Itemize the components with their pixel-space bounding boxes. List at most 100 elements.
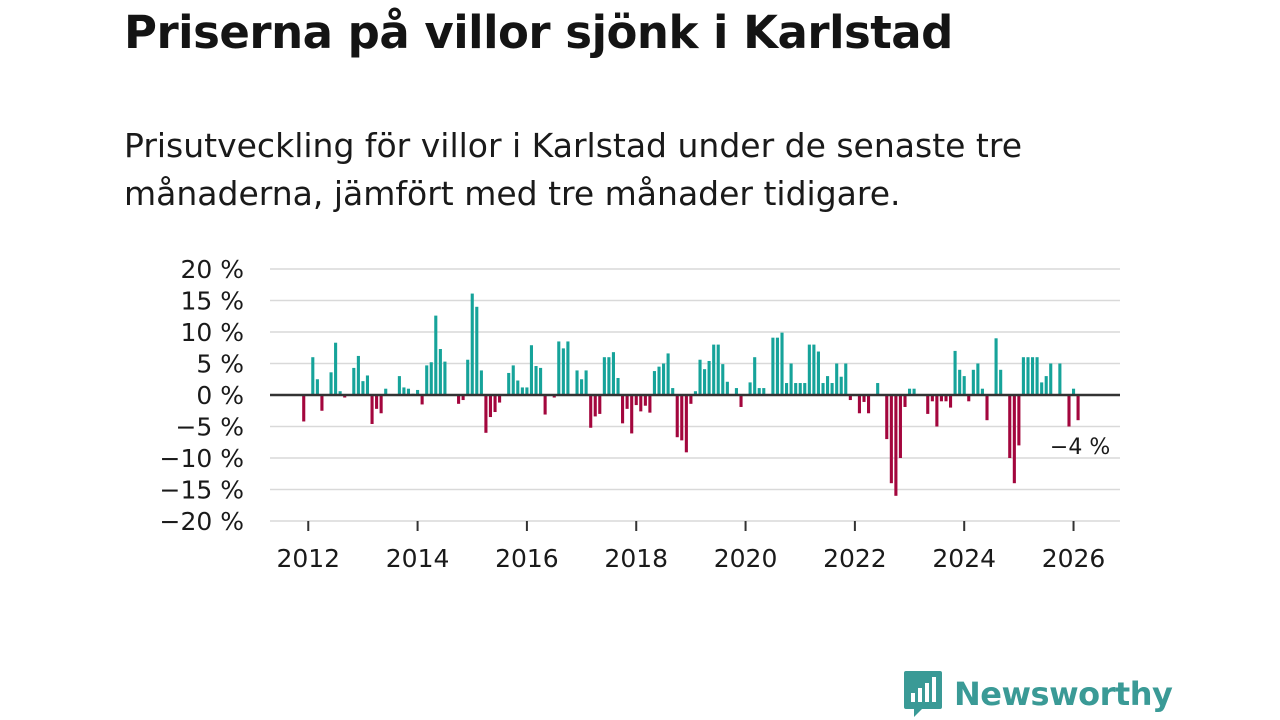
- bar: [734, 388, 738, 395]
- bar: [926, 395, 930, 414]
- bar: [703, 369, 707, 395]
- bar: [949, 395, 953, 408]
- newsworthy-logo: Newsworthy: [902, 668, 1173, 720]
- bar: [716, 344, 720, 395]
- bar: [584, 370, 588, 395]
- x-tick-label: 2022: [823, 544, 887, 573]
- bar: [470, 293, 474, 395]
- bar: [461, 395, 465, 401]
- bar: [889, 395, 893, 484]
- bar: [329, 372, 333, 395]
- y-tick-label: −20 %: [160, 507, 244, 536]
- bar: [420, 395, 424, 405]
- bar: [529, 345, 533, 395]
- bar: [775, 337, 779, 395]
- x-tick-label: 2018: [604, 544, 668, 573]
- bar: [611, 352, 615, 395]
- bar: [520, 387, 524, 395]
- bar: [698, 359, 702, 395]
- bar: [830, 383, 834, 395]
- bar: [826, 376, 830, 395]
- bar: [1076, 395, 1080, 421]
- bar: [493, 395, 497, 413]
- bar: [557, 341, 561, 395]
- bar: [384, 388, 388, 395]
- bar: [352, 367, 356, 395]
- bar: [634, 395, 638, 406]
- bar: [693, 391, 697, 395]
- bar: [816, 351, 820, 395]
- bar: [721, 364, 725, 395]
- bar: [1030, 357, 1035, 395]
- bar: [999, 369, 1003, 395]
- bar: [662, 363, 666, 395]
- bar: [361, 381, 365, 395]
- bar: [794, 383, 798, 395]
- bar: [953, 350, 957, 395]
- bar: [798, 383, 802, 395]
- bar: [639, 395, 643, 412]
- bar: [980, 388, 984, 395]
- bar: [1049, 363, 1053, 395]
- bar: [406, 388, 411, 395]
- bar: [976, 363, 980, 395]
- bar: [1035, 357, 1039, 395]
- bar: [753, 357, 757, 395]
- page-title: Priserna på villor sjönk i Karlstad: [124, 6, 953, 59]
- bar: [516, 380, 520, 395]
- bar: [425, 365, 429, 395]
- bar: [930, 395, 934, 402]
- bar: [511, 365, 515, 395]
- bar: [1071, 388, 1076, 395]
- bar: [602, 357, 606, 395]
- bar: [935, 395, 939, 427]
- bar: [302, 395, 306, 422]
- bar: [616, 377, 620, 395]
- y-tick-label: 0 %: [196, 381, 244, 410]
- y-tick-label: −15 %: [160, 476, 244, 505]
- bar: [739, 395, 743, 407]
- bar: [971, 369, 975, 395]
- y-axis-tick-labels: 20 % 15 %10 % 5 %0 % −5 %−10 % −15 %−20 %: [160, 255, 244, 536]
- bar: [671, 388, 675, 395]
- bar-series: [302, 293, 1080, 496]
- y-tick-label: 10 %: [180, 318, 244, 347]
- brand-name: Newsworthy: [954, 675, 1173, 713]
- x-tick-label: 2026: [1042, 544, 1106, 573]
- bar: [994, 338, 998, 395]
- bar: [575, 370, 579, 395]
- bar: [862, 395, 866, 402]
- bar: [1012, 395, 1016, 484]
- bar: [807, 344, 811, 395]
- bar: [475, 306, 479, 395]
- y-tick-label: 15 %: [180, 287, 244, 316]
- bar: [680, 395, 684, 441]
- bar: [484, 395, 488, 433]
- bar: [1044, 376, 1048, 395]
- x-tick-label: 2012: [276, 544, 340, 573]
- bar: [566, 341, 570, 395]
- bar: [539, 367, 543, 395]
- x-tick-label: 2020: [714, 544, 778, 573]
- bar: [598, 395, 602, 414]
- bar: [757, 388, 761, 395]
- bar: [780, 332, 784, 395]
- bar: [1040, 382, 1044, 395]
- bar: [725, 381, 729, 395]
- bar: [402, 387, 406, 395]
- x-tick-label: 2016: [495, 544, 559, 573]
- y-tick-label: −5 %: [175, 413, 244, 442]
- bar: [835, 363, 839, 395]
- bar: [812, 344, 816, 395]
- bar: [356, 355, 360, 395]
- bar: [666, 353, 670, 395]
- bar: [625, 395, 629, 409]
- bar: [939, 395, 943, 402]
- bar: [375, 395, 379, 409]
- bar: [789, 363, 793, 395]
- bar: [867, 395, 871, 414]
- x-axis: 2012 2014 2016 2018 2020 2022 2024 2026: [276, 521, 1105, 573]
- bar: [771, 337, 775, 395]
- bar: [479, 370, 483, 395]
